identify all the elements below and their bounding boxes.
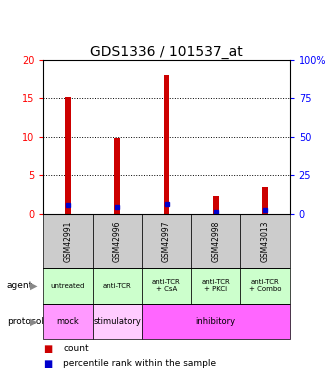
Text: ▶: ▶ — [30, 281, 37, 291]
Bar — [164, 75, 169, 214]
Bar — [142, 268, 191, 304]
Bar — [262, 187, 268, 214]
Text: GSM42997: GSM42997 — [162, 220, 171, 262]
Text: agent: agent — [7, 281, 33, 290]
Text: inhibitory: inhibitory — [196, 317, 236, 326]
Text: mock: mock — [57, 317, 79, 326]
Title: GDS1336 / 101537_at: GDS1336 / 101537_at — [90, 45, 243, 59]
Bar — [240, 268, 290, 304]
Bar — [191, 214, 240, 268]
Text: ▶: ▶ — [30, 316, 37, 327]
Text: percentile rank within the sample: percentile rank within the sample — [63, 359, 216, 368]
Bar — [142, 214, 191, 268]
Bar — [43, 214, 93, 268]
Text: GSM42998: GSM42998 — [211, 220, 220, 262]
Bar — [93, 214, 142, 268]
Text: GSM43013: GSM43013 — [260, 220, 270, 262]
Text: ■: ■ — [43, 344, 53, 354]
Text: protocol: protocol — [7, 317, 44, 326]
Bar — [65, 97, 71, 214]
Bar — [191, 268, 240, 304]
Text: stimulatory: stimulatory — [93, 317, 141, 326]
Bar — [114, 138, 120, 214]
Text: anti-TCR
+ PKCi: anti-TCR + PKCi — [201, 279, 230, 292]
Text: count: count — [63, 344, 89, 353]
Text: anti-TCR
+ Combo: anti-TCR + Combo — [249, 279, 281, 292]
Bar — [93, 268, 142, 304]
Bar — [43, 268, 93, 304]
Bar — [93, 304, 142, 339]
Bar — [142, 304, 290, 339]
Bar — [43, 304, 93, 339]
Bar — [213, 196, 219, 214]
Text: GSM42996: GSM42996 — [113, 220, 122, 262]
Bar — [240, 214, 290, 268]
Text: anti-TCR
+ CsA: anti-TCR + CsA — [152, 279, 181, 292]
Text: ■: ■ — [43, 359, 53, 369]
Text: untreated: untreated — [51, 283, 85, 289]
Text: GSM42991: GSM42991 — [63, 220, 73, 262]
Text: anti-TCR: anti-TCR — [103, 283, 132, 289]
